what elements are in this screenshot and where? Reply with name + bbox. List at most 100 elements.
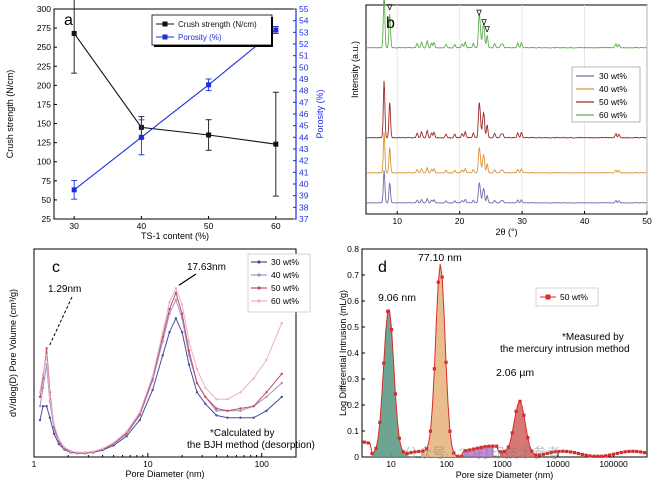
panel-c-data-point <box>265 358 268 362</box>
panel-d-data-point <box>600 454 604 458</box>
panel-c-data-point <box>168 331 171 334</box>
panel-b-legend-label: 30 wt% <box>599 71 627 81</box>
panel-c-legend-marker <box>257 273 261 277</box>
panel-a-left-tick-label: 100 <box>37 157 51 167</box>
panel-a-left-tick-label: 250 <box>37 42 51 52</box>
panel-a-left-tick-label: 300 <box>37 4 51 14</box>
panel-c-note: *Calculated by <box>210 428 274 439</box>
panel-c-data-point <box>151 388 154 392</box>
panel-a-left-tick-label: 150 <box>37 119 51 129</box>
panel-d-y-tick-label: 0.1 <box>347 426 359 436</box>
panel-d-y-tick-label: 0.4 <box>347 348 359 358</box>
panel-b-xrd-pattern <box>365 0 647 49</box>
panel-d-data-point <box>553 450 557 454</box>
panel-d-data-point <box>467 448 472 452</box>
panel-c-data-point <box>204 386 207 389</box>
panel-d-data-point <box>561 449 565 453</box>
panel-d-data-point <box>545 451 549 455</box>
panel-c-data-point <box>174 291 178 295</box>
panel-d-x-tick-label: 100 <box>440 459 454 469</box>
panel-d-data-point <box>502 449 507 454</box>
panel-d-data-point <box>479 445 483 449</box>
panel-c-annotation-arrow <box>178 273 197 286</box>
panel-b-label: b <box>386 15 395 32</box>
panel-c-data-point <box>125 435 128 438</box>
panel-c-data-point <box>69 449 72 453</box>
panel-a-legend-marker <box>162 34 168 40</box>
panel-c-data-point <box>101 447 104 450</box>
panel-d-data-point <box>607 453 612 457</box>
panel-a-data-point <box>206 82 212 88</box>
panel-d-data-point <box>580 452 584 457</box>
panel-d-data-point <box>436 280 440 284</box>
panel-d-y-tick-label: 0.5 <box>347 322 359 332</box>
panel-a-x-tick-label: 40 <box>137 221 147 231</box>
panel-a-left-tick-label: 225 <box>37 61 51 71</box>
panel-d-data-point <box>362 440 366 444</box>
panel-d-data-point <box>604 454 608 458</box>
panel-d-y-tick-label: 0.3 <box>347 374 359 384</box>
panel-a-series-line <box>73 33 276 145</box>
panel-d-minor-area <box>458 446 494 457</box>
panel-d-legend-box <box>535 287 599 307</box>
panel-a-data-point <box>71 30 77 36</box>
panel-a-x-axis-title: TS-1 content (%) <box>141 231 209 241</box>
panel-c-data-point <box>151 374 154 378</box>
panel-d-data-point <box>619 450 623 455</box>
panel-c-data-point <box>125 430 128 433</box>
panel-a-left-tick-label: 175 <box>37 99 51 109</box>
panel-a-right-axis-title: Porosity (%) <box>315 89 325 138</box>
panel-a-right-tick-label: 53 <box>299 27 309 37</box>
panel-c-data-point <box>57 442 60 446</box>
panel-a-right-tick-label: 42 <box>299 156 309 166</box>
panel-d-data-point <box>397 436 401 440</box>
panel-a-right-tick-label: 39 <box>299 191 309 201</box>
panel-d-data-point <box>440 275 444 279</box>
panel-c-data-point <box>280 395 283 399</box>
panel-a-left-tick-label: 200 <box>37 80 51 90</box>
panel-d-peak-label: 9.06 nm <box>378 292 416 304</box>
panel-d-data-point <box>460 454 464 458</box>
panel-d-peak-area <box>421 264 457 457</box>
panel-c-data-point <box>265 395 268 399</box>
panel-d-data-point <box>463 449 468 453</box>
panel-c-data-point <box>215 398 218 401</box>
panel-c-data-point <box>280 381 283 385</box>
panel-c-data-point <box>180 331 184 334</box>
panel-d-data-point <box>432 367 436 371</box>
panel-c-data-point <box>41 386 45 389</box>
panel-d-data-point <box>495 444 499 448</box>
panel-a-left-tick-label: 125 <box>37 138 51 148</box>
panel-d-data-point <box>448 429 452 433</box>
panel-d-data-point <box>518 399 522 403</box>
panel-c-data-point <box>180 312 184 315</box>
panel-a-data-point <box>138 134 144 140</box>
panel-c-data-point <box>215 409 218 412</box>
panel-d-data-point <box>557 449 561 454</box>
panel-c-data-point <box>239 391 242 394</box>
panel-c-data-point <box>252 416 255 419</box>
panel-d-data-point <box>631 449 635 453</box>
panel-c-data-point <box>45 347 48 350</box>
panel-a-right-tick-label: 44 <box>299 132 309 142</box>
panel-d-data-point <box>475 446 479 450</box>
panel-b-x-axis-title: 2θ (°) <box>495 227 517 237</box>
panel-d-y-tick-label: 0.2 <box>347 400 359 410</box>
panel-c-data-point <box>226 409 229 412</box>
panel-c-y-axis-title: dV/dlog(D) Pore Volume (cm³/g) <box>8 289 18 417</box>
panel-d-data-point <box>487 444 491 448</box>
panel-c-data-point <box>52 432 56 436</box>
panel-d-data-point <box>510 431 514 435</box>
panel-c-x-tick-label: 100 <box>255 459 269 469</box>
panel-d-peak-area <box>371 308 408 457</box>
panel-a-data-point <box>71 187 77 193</box>
panel-c-data-point <box>239 407 242 410</box>
panel-c-data-point <box>45 354 48 357</box>
panel-d-data-point <box>565 449 569 454</box>
panel-c-data-point <box>195 381 199 385</box>
panel-d-data-point <box>405 451 409 455</box>
panel-d-y-tick-label: 0.6 <box>347 296 359 306</box>
panel-c-data-point <box>57 438 60 441</box>
